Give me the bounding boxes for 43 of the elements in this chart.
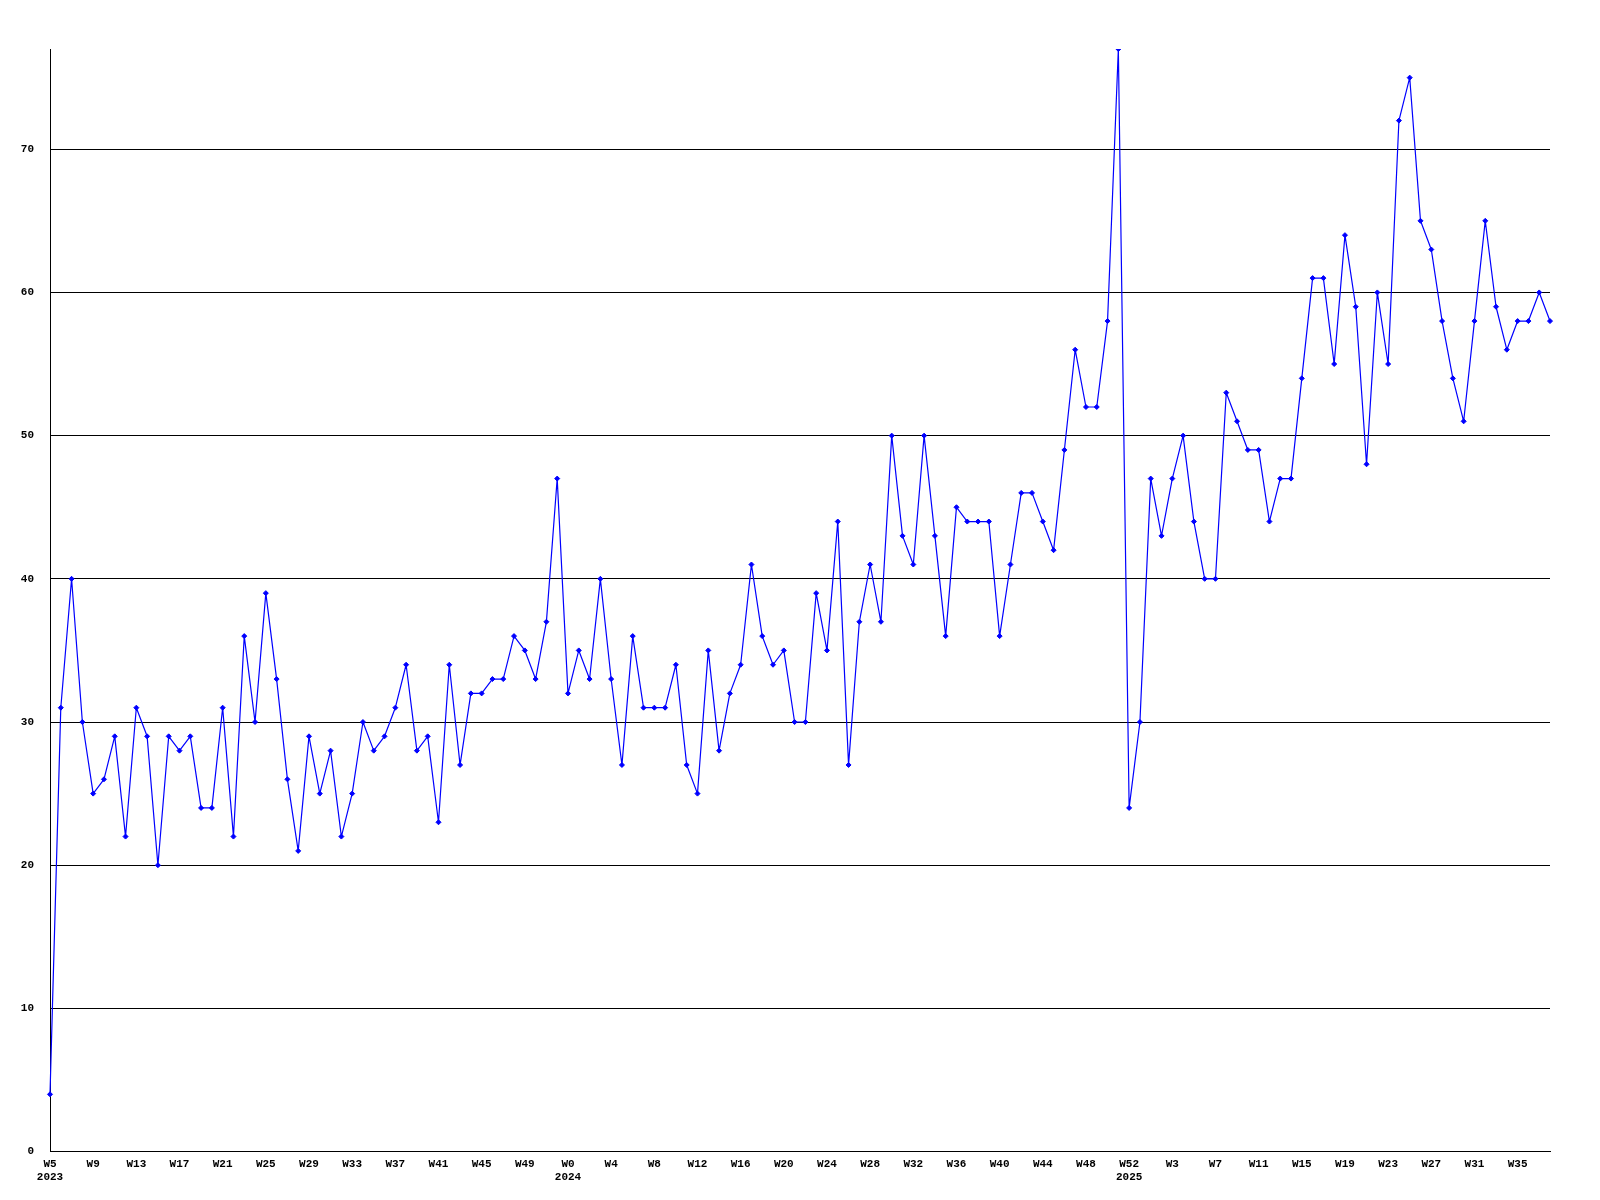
x-tick-label: W41 [428, 1157, 449, 1170]
x-tick-label: W7 [1208, 1157, 1223, 1170]
x-tick-label: W36 [946, 1157, 967, 1170]
x-tick-label: W32 [903, 1157, 924, 1170]
x-tick-label: W16 [730, 1157, 751, 1170]
y-tick-label: 60 [20, 286, 34, 299]
y-tick-label: 10 [20, 1002, 34, 1015]
y-tick-label: 0 [27, 1145, 34, 1158]
x-tick-label: W9 [86, 1157, 100, 1170]
y-tick-label: 70 [20, 143, 34, 155]
x-tick-label: W15 [1291, 1157, 1313, 1170]
x-tick-label: W5 2023 [36, 1157, 64, 1184]
x-tick-label: W49 [514, 1157, 535, 1170]
x-tick-label: W23 [1378, 1157, 1399, 1170]
x-tick-label: W8 [647, 1157, 662, 1170]
x-tick-label: W52 2025 [1115, 1157, 1143, 1184]
x-tick-label: W44 [1032, 1157, 1054, 1170]
x-tick-label: W29 [299, 1157, 319, 1170]
x-tick-label: W37 [385, 1157, 406, 1170]
x-tick-label: W11 [1248, 1157, 1269, 1170]
x-tick-label: W33 [342, 1157, 363, 1170]
x-tick-label: W40 [989, 1157, 1010, 1170]
x-tick-label: W27 [1421, 1157, 1442, 1170]
x-tick-label: W28 [860, 1157, 881, 1170]
x-tick-label: W20 [773, 1157, 794, 1170]
y-tick-label: 40 [20, 572, 34, 585]
x-tick-label: W31 [1464, 1157, 1485, 1170]
x-tick-label: W48 [1076, 1157, 1097, 1170]
y-tick-label: 20 [20, 858, 34, 871]
x-tick-label: W17 [169, 1157, 190, 1170]
x-tick-label: W3 [1165, 1157, 1180, 1170]
x-tick-label: W21 [212, 1157, 233, 1170]
x-tick-label: W12 [687, 1157, 708, 1170]
x-tick-label: W45 [471, 1157, 492, 1170]
x-tick-label: W24 [817, 1157, 838, 1170]
x-tick-label: W35 [1507, 1157, 1528, 1170]
y-tick-label: 50 [20, 429, 34, 442]
x-tick-label: W13 [126, 1157, 147, 1170]
y-tick-label: 30 [20, 715, 34, 728]
x-tick-label: W19 [1335, 1157, 1355, 1170]
x-tick-label: W0 2024 [554, 1157, 582, 1184]
x-tick-label: W25 [255, 1157, 277, 1170]
x-tick-label: W4 [604, 1157, 619, 1170]
